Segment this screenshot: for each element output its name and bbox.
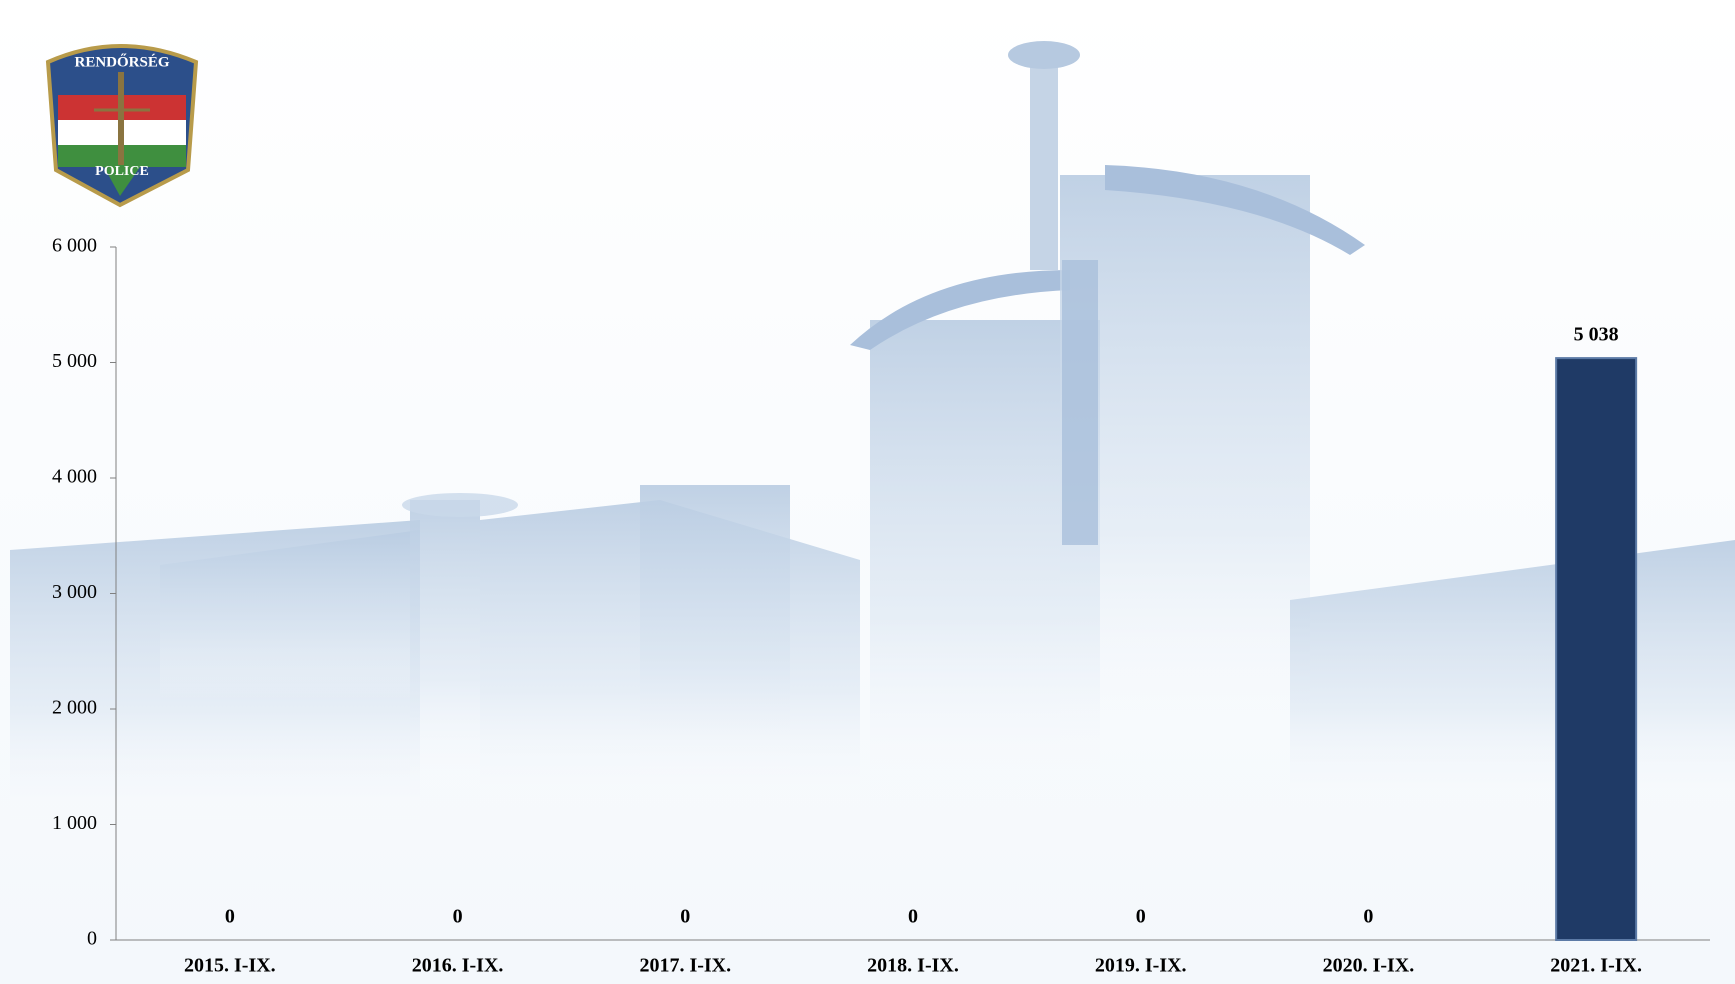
value-label: 0 <box>1136 906 1146 928</box>
bar <box>1555 357 1638 941</box>
value-label: 0 <box>453 906 463 928</box>
x-tick-label: 2015. I-IX. <box>184 955 276 977</box>
y-tick-label: 5 000 <box>52 350 97 372</box>
x-tick-label: 2018. I-IX. <box>867 955 959 977</box>
value-label: 0 <box>225 906 235 928</box>
logo-top-text: RENDŐRSÉG <box>74 53 169 70</box>
x-tick-label: 2017. I-IX. <box>639 955 731 977</box>
y-tick-label: 6 000 <box>52 235 97 257</box>
logo-bottom-text: POLICE <box>95 164 149 179</box>
y-tick-label: 4 000 <box>52 466 97 488</box>
value-label: 0 <box>908 906 918 928</box>
y-tick-label: 3 000 <box>52 581 97 603</box>
x-tick-label: 2020. I-IX. <box>1323 955 1415 977</box>
value-label: 0 <box>680 906 690 928</box>
value-label: 0 <box>1363 906 1373 928</box>
plot-area: 0 1 000 2 000 3 000 4 000 5 000 6 000 2015. I-I… <box>52 235 1710 977</box>
y-tick-label: 0 <box>87 928 97 950</box>
y-tick-label: 2 000 <box>52 697 97 719</box>
logo: RENDŐRSÉG POLICE <box>45 44 199 208</box>
value-label: 5 038 <box>1574 324 1619 346</box>
x-tick-label: 2021. I-IX. <box>1550 955 1642 977</box>
y-tick-label: 1 000 <box>52 812 97 834</box>
x-tick-label: 2016. I-IX. <box>412 955 504 977</box>
x-tick-label: 2019. I-IX. <box>1095 955 1187 977</box>
